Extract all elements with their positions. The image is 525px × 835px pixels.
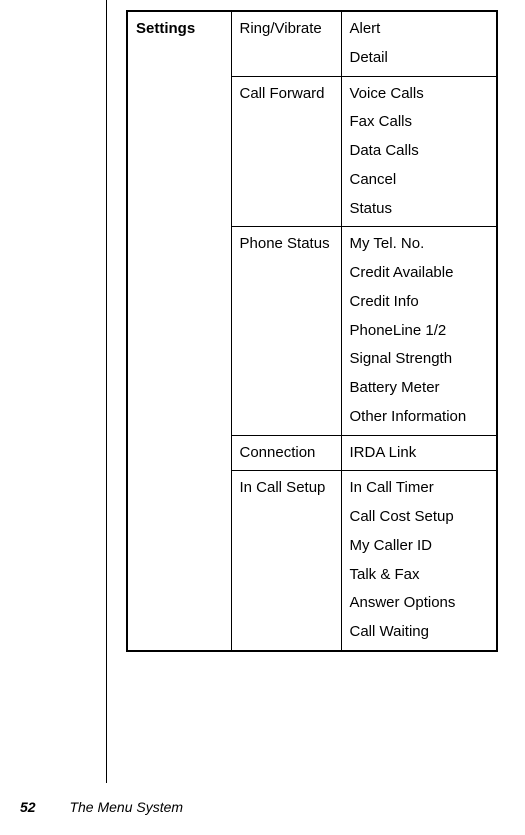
item-list: IRDA Link — [350, 444, 489, 463]
section-cell: Phone Status — [231, 227, 341, 435]
item-list: Voice Calls Fax Calls Data Calls Cancel … — [350, 85, 489, 219]
item: Data Calls — [350, 142, 489, 161]
item: Answer Options — [350, 594, 489, 613]
section-label: Call Forward — [240, 85, 325, 102]
category-label: Settings — [136, 20, 195, 37]
section-label: In Call Setup — [240, 479, 326, 496]
item: Other Information — [350, 408, 489, 427]
item: Cancel — [350, 171, 489, 190]
item-list: Alert Detail — [350, 20, 489, 68]
category-cell: Settings — [127, 11, 231, 651]
section-label: Ring/Vibrate — [240, 20, 322, 37]
item: Talk & Fax — [350, 566, 489, 585]
item: PhoneLine 1/2 — [350, 322, 489, 341]
section-cell: Call Forward — [231, 76, 341, 227]
item: My Tel. No. — [350, 235, 489, 254]
items-cell: In Call Timer Call Cost Setup My Caller … — [341, 471, 497, 651]
items-cell: Alert Detail — [341, 11, 497, 76]
item: Credit Available — [350, 264, 489, 283]
item: My Caller ID — [350, 537, 489, 556]
items-cell: Voice Calls Fax Calls Data Calls Cancel … — [341, 76, 497, 227]
section-cell: In Call Setup — [231, 471, 341, 651]
section-label: Connection — [240, 444, 316, 461]
item: Call Waiting — [350, 623, 489, 642]
page: Settings Ring/Vibrate Alert Detail Call … — [0, 0, 525, 835]
page-footer: 52 The Menu System — [20, 799, 183, 815]
margin-line — [106, 0, 107, 783]
item: Detail — [350, 49, 489, 68]
item: Status — [350, 200, 489, 219]
section-label: Phone Status — [240, 235, 330, 252]
item: Signal Strength — [350, 350, 489, 369]
item: Credit Info — [350, 293, 489, 312]
item: Alert — [350, 20, 489, 39]
chapter-title: The Menu System — [69, 799, 183, 815]
item: IRDA Link — [350, 444, 489, 463]
item: In Call Timer — [350, 479, 489, 498]
item-list: In Call Timer Call Cost Setup My Caller … — [350, 479, 489, 642]
menu-table: Settings Ring/Vibrate Alert Detail Call … — [126, 10, 498, 652]
item: Fax Calls — [350, 113, 489, 132]
item: Voice Calls — [350, 85, 489, 104]
page-number: 52 — [20, 799, 36, 815]
items-cell: IRDA Link — [341, 435, 497, 471]
item: Call Cost Setup — [350, 508, 489, 527]
item-list: My Tel. No. Credit Available Credit Info… — [350, 235, 489, 426]
item: Battery Meter — [350, 379, 489, 398]
table-row: Settings Ring/Vibrate Alert Detail — [127, 11, 497, 76]
section-cell: Ring/Vibrate — [231, 11, 341, 76]
items-cell: My Tel. No. Credit Available Credit Info… — [341, 227, 497, 435]
section-cell: Connection — [231, 435, 341, 471]
